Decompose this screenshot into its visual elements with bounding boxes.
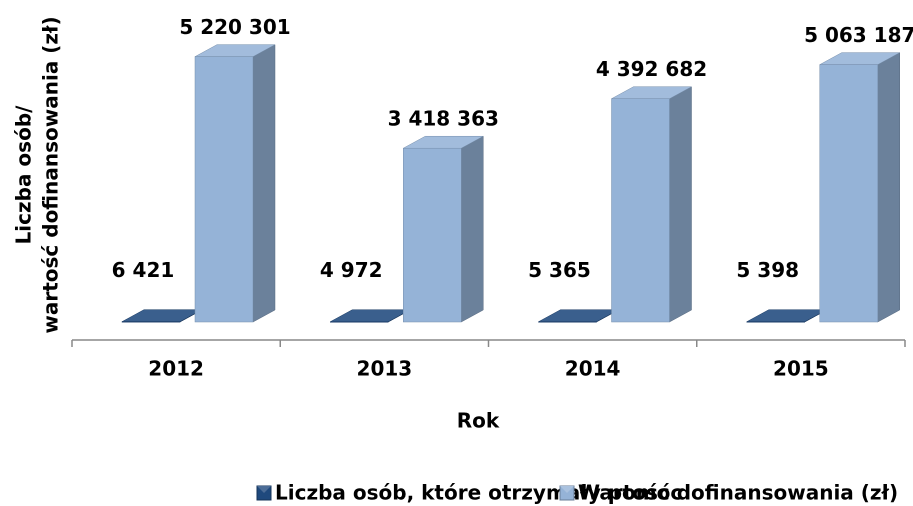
legend-label: Liczba osób, które otrzymały pomoc — [275, 481, 682, 505]
bar-top — [121, 309, 203, 322]
bar — [121, 321, 181, 323]
legend-swatch — [560, 486, 574, 493]
data-label: 6 421 — [112, 258, 175, 282]
bar — [819, 64, 878, 323]
data-label: 5 220 301 — [179, 15, 290, 39]
data-label: 5 365 — [528, 258, 591, 282]
bar-top — [746, 309, 827, 322]
bar — [330, 321, 389, 323]
x-tick-label: 2014 — [565, 357, 621, 381]
legend-label: Wartość dofinansowania (zł) — [578, 481, 898, 505]
bar-top — [330, 309, 411, 322]
x-tick-label: 2012 — [148, 357, 204, 381]
data-label: 5 398 — [736, 258, 799, 282]
bar — [538, 321, 597, 323]
bar — [611, 98, 670, 323]
bar — [194, 56, 254, 323]
data-label: 3 418 363 — [388, 107, 499, 131]
bar — [403, 147, 462, 323]
data-label: 4 392 682 — [596, 57, 707, 81]
bar — [746, 321, 805, 323]
data-label: 4 972 — [320, 258, 383, 282]
y-axis-title: wartość dofinansowania (zł) — [39, 16, 63, 333]
data-label: 5 063 187 — [804, 23, 913, 47]
bar-side — [669, 86, 692, 323]
y-axis-title: Liczba osób/ — [12, 105, 36, 245]
x-axis-title: Rok — [457, 409, 500, 433]
bar-side — [877, 52, 900, 323]
bar-side — [252, 44, 276, 323]
bar-side — [461, 135, 484, 323]
x-tick-label: 2015 — [773, 357, 829, 381]
legend-swatch — [257, 486, 271, 493]
x-tick-label: 2013 — [357, 357, 413, 381]
bar-top — [538, 309, 619, 322]
